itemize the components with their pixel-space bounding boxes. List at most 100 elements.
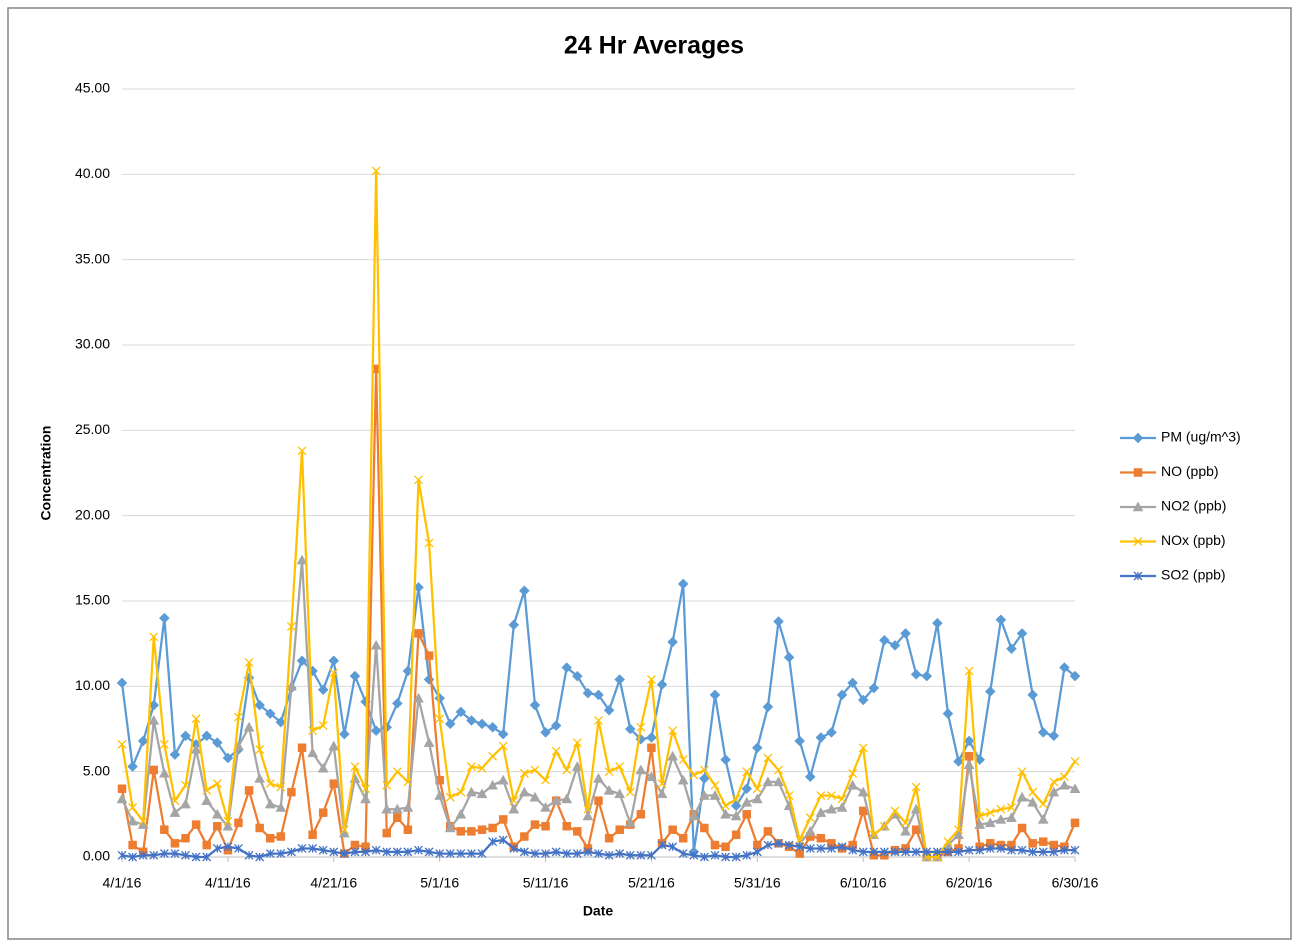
data-point — [328, 740, 340, 751]
data-point — [551, 746, 561, 756]
data-point — [466, 786, 477, 797]
data-point — [392, 847, 402, 857]
data-point — [202, 852, 212, 862]
legend-item: SO2 (ppb) — [1120, 567, 1226, 583]
data-point — [520, 832, 529, 841]
data-point — [615, 849, 625, 859]
data-point — [149, 765, 159, 775]
data-point — [668, 825, 677, 834]
data-point — [424, 847, 434, 857]
x-tick-label: 4/11/16 — [205, 875, 251, 891]
data-point — [550, 720, 562, 731]
data-point — [889, 640, 901, 651]
data-point — [339, 849, 349, 859]
data-point — [837, 842, 847, 852]
data-point — [731, 830, 741, 840]
data-point — [244, 850, 254, 860]
data-point — [1070, 756, 1080, 766]
data-point — [995, 813, 1007, 824]
data-point — [931, 617, 943, 629]
data-point — [869, 830, 879, 840]
data-point — [1059, 845, 1069, 855]
data-point — [710, 840, 720, 850]
data-point — [180, 798, 191, 809]
legend-marker — [1133, 468, 1143, 477]
data-point — [1028, 847, 1038, 857]
data-point — [1037, 727, 1049, 738]
data-point — [212, 779, 222, 789]
data-point — [805, 813, 815, 823]
data-point — [297, 446, 307, 456]
data-point — [836, 801, 848, 812]
data-point — [424, 651, 434, 660]
data-point — [191, 852, 201, 862]
data-point — [317, 762, 329, 773]
data-point — [551, 847, 561, 857]
x-tick-label: 5/1/16 — [420, 875, 459, 891]
data-point — [254, 699, 266, 711]
data-point — [285, 680, 297, 691]
data-point — [984, 686, 996, 697]
data-point — [308, 726, 318, 736]
data-point — [901, 818, 911, 828]
data-point — [762, 776, 774, 787]
data-point — [985, 844, 995, 853]
legend-marker — [1132, 432, 1144, 444]
data-point — [371, 845, 381, 855]
data-point — [996, 844, 1006, 853]
data-point — [741, 783, 753, 795]
data-point — [444, 822, 456, 833]
data-point — [117, 784, 127, 793]
data-point — [900, 628, 911, 639]
data-point — [710, 850, 720, 860]
data-point — [582, 687, 594, 699]
data-point — [191, 714, 201, 724]
data-point — [488, 837, 498, 847]
data-point — [698, 790, 710, 800]
data-point — [847, 677, 858, 689]
data-point — [222, 752, 234, 764]
data-point — [816, 844, 826, 853]
series — [117, 835, 1080, 862]
data-point — [593, 772, 604, 783]
data-point — [561, 662, 573, 673]
data-point — [1048, 786, 1060, 797]
data-point — [858, 847, 868, 857]
data-point — [190, 743, 202, 754]
data-point — [201, 730, 213, 742]
data-point — [879, 634, 890, 646]
data-point — [435, 849, 445, 859]
data-point — [456, 787, 466, 797]
data-point — [328, 655, 340, 667]
data-point — [668, 842, 678, 852]
data-point — [709, 689, 721, 701]
data-point — [402, 801, 414, 812]
legend-marker — [1132, 501, 1144, 512]
y-tick-label: 30.00 — [75, 336, 110, 352]
data-point — [518, 786, 530, 797]
data-point — [265, 833, 275, 843]
data-point — [879, 821, 889, 831]
data-point — [763, 827, 773, 836]
data-point — [264, 798, 276, 809]
data-point — [181, 850, 190, 860]
data-point — [636, 722, 646, 732]
data-point — [615, 825, 624, 834]
data-point — [604, 833, 614, 843]
data-point — [731, 852, 741, 862]
data-point — [137, 735, 149, 747]
data-point — [148, 714, 160, 725]
data-point — [615, 762, 625, 772]
data-point — [170, 839, 180, 848]
data-point — [265, 849, 275, 859]
data-point — [414, 845, 423, 855]
data-point — [541, 775, 551, 785]
data-point — [668, 726, 678, 736]
data-point — [243, 721, 255, 732]
x-tick-label: 5/31/16 — [734, 875, 781, 891]
data-point — [603, 704, 615, 716]
data-point — [751, 793, 763, 804]
data-point — [149, 850, 159, 860]
